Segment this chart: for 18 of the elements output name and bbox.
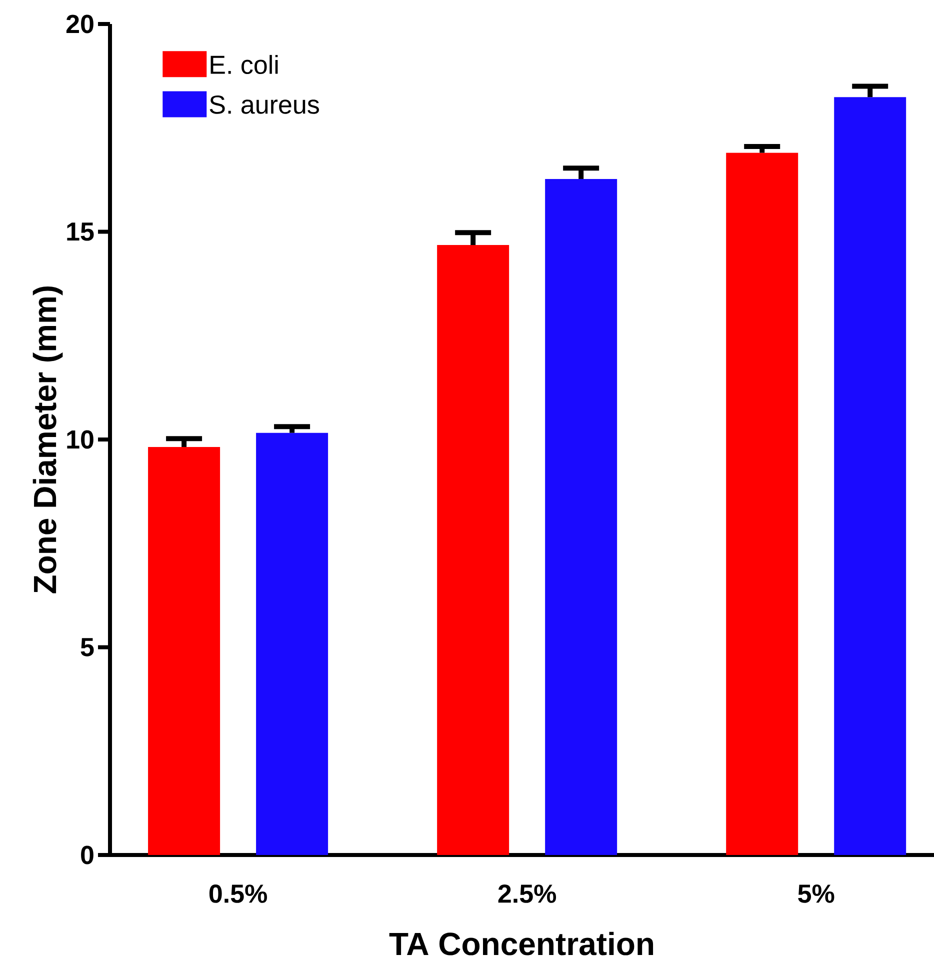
y-tick-label: 15 <box>67 222 94 241</box>
x-tick-label: 0.5% <box>209 884 267 903</box>
bar <box>834 97 906 855</box>
y-tick-label: 10 <box>67 430 94 449</box>
legend-label: S. aureus <box>210 95 319 114</box>
bar <box>437 245 510 855</box>
x-axis-title: TA Concentration <box>389 932 654 956</box>
y-tick-label: 0 <box>81 846 94 864</box>
bar <box>148 446 220 855</box>
legend-label: E. coli <box>210 54 278 74</box>
bar <box>545 178 618 855</box>
y-tick-label: 20 <box>66 14 94 34</box>
bar <box>726 152 798 855</box>
y-axis-title: Zone Diameter (mm) <box>32 286 63 594</box>
x-tick-label: 2.5% <box>498 884 556 903</box>
y-tick-label: 5 <box>80 638 94 656</box>
bar <box>256 432 328 855</box>
x-tick-label: 5% <box>798 884 834 903</box>
